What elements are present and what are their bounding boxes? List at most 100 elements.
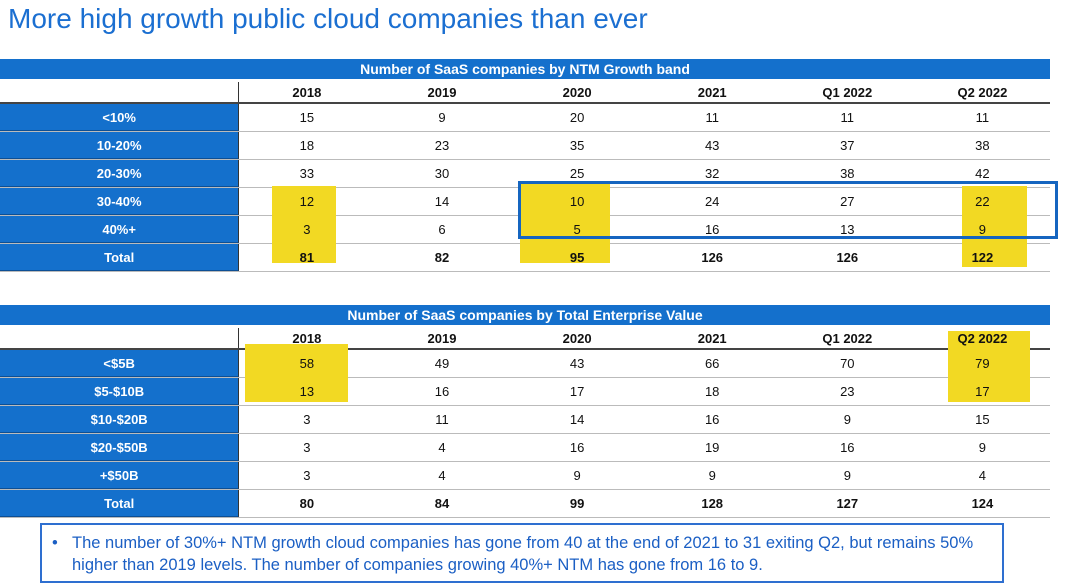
table-cell: 20 [569,110,585,125]
table-cell: 3 [303,412,311,427]
table-cell: 10 [569,194,585,209]
column-header: 2020 [562,85,592,100]
table-row: 30-40% 12 14 10 24 27 22 [0,188,1050,216]
table-cell: 9 [978,222,987,237]
table-cell: 14 [569,412,585,427]
slide-title: More high growth public cloud companies … [8,3,648,34]
table-row: $5-$10B 13 16 17 18 23 17 [0,378,1050,406]
row-label: 20-30% [0,160,240,187]
row-label: +$50B [0,462,240,489]
highlight-q2-growth [962,186,1027,267]
table-cell: 82 [434,250,450,265]
row-label: <$5B [0,350,240,377]
table-row: <$5B 58 49 43 66 70 79 [0,350,1050,378]
table-title: Number of SaaS companies by Total Enterp… [0,305,1050,325]
column-header: 2021 [697,331,727,346]
table-cell: 9 [843,412,851,427]
row-label: 30-40% [0,188,240,215]
table-cell: 11 [705,110,719,125]
table-cell: 4 [438,468,446,483]
table-row: 10-20% 18 23 35 43 37 38 [0,132,1050,160]
highlight-2018-growth [272,186,336,263]
table-row: +$50B 3 4 9 9 9 4 [0,462,1050,490]
header-row: 2018 2019 2020 2021 Q1 2022 Q2 2022 [0,82,1050,104]
table-cell: 3 [303,222,311,237]
bullet-icon: • [52,534,58,552]
table-cell: 38 [840,166,855,181]
table-cell: 14 [434,194,450,209]
table-cell: 30 [434,166,450,181]
table-cell: 128 [701,496,724,511]
table-cell: 99 [569,496,585,511]
row-label: $20-$50B [0,434,240,461]
note-text: The number of 30%+ NTM growth cloud comp… [72,534,974,574]
table-cell: 9 [438,110,446,125]
corner-cell [0,328,240,348]
growth-band-table: Number of SaaS companies by NTM Growth b… [0,59,1050,272]
column-header: 2020 [562,331,592,346]
table-cell: 5 [573,222,581,237]
table-cell: 13 [299,384,315,399]
table-cell: 17 [975,384,990,399]
table-cell: 37 [840,138,855,153]
table-cell: 38 [975,138,990,153]
table-cell: 16 [434,384,450,399]
row-label: <10% [0,104,240,131]
row-label: 10-20% [0,132,240,159]
table-cell: 11 [840,110,855,125]
table-cell: 43 [704,138,720,153]
table-row: Total 80 84 99 128 127 124 [0,490,1050,518]
column-header: 2021 [697,85,727,100]
table-title: Number of SaaS companies by NTM Growth b… [0,59,1050,79]
table-cell: 13 [840,222,855,237]
table-cell: 32 [704,166,720,181]
row-label: Total [0,490,240,517]
column-header: Q2 2022 [957,331,1008,346]
table-cell: 49 [434,356,450,371]
table-cell: 35 [569,138,585,153]
table-cell: 3 [303,440,311,455]
highlight-2020-growth [520,183,610,263]
table-row: 20-30% 33 30 25 32 38 42 [0,160,1050,188]
table-cell: 27 [840,194,855,209]
table-cell: 18 [299,138,315,153]
table-cell: 79 [975,356,990,371]
table-cell: 11 [975,110,990,125]
table-cell: 19 [704,440,720,455]
note-box: • The number of 30%+ NTM growth cloud co… [40,523,1004,583]
table-cell: 17 [569,384,585,399]
table-cell: 70 [840,356,855,371]
table-cell: 16 [569,440,585,455]
table-row: $10-$20B 3 11 14 16 9 15 [0,406,1050,434]
table-cell: 33 [299,166,315,181]
table-cell: 6 [438,222,446,237]
table-cell: 122 [971,250,994,265]
table-cell: 22 [975,194,990,209]
table-cell: 81 [299,250,315,265]
table-cell: 3 [303,468,311,483]
column-header: Q2 2022 [957,85,1008,100]
table-cell: 43 [569,356,585,371]
enterprise-value-table: Number of SaaS companies by Total Enterp… [0,305,1050,518]
table-cell: 66 [704,356,720,371]
highlight-q2-ev [948,331,1030,402]
table-row: Total 81 82 95 126 126 122 [0,244,1050,272]
column-header: Q1 2022 [822,331,873,346]
table-cell: 84 [434,496,450,511]
table-cell: 80 [299,496,315,511]
row-label: $5-$10B [0,378,240,405]
table-cell: 127 [836,496,859,511]
table-cell: 124 [971,496,994,511]
table-row: $20-$50B 3 4 16 19 16 9 [0,434,1050,462]
row-label: Total [0,244,240,271]
table-cell: 126 [701,250,724,265]
header-row: 2018 2019 2020 2021 Q1 2022 Q2 2022 [0,328,1050,350]
column-header: 2018 [292,331,322,346]
row-label: $10-$20B [0,406,240,433]
table-cell: 23 [434,138,450,153]
table-cell: 16 [704,222,720,237]
table-cell: 15 [975,412,990,427]
table-cell: 58 [299,356,315,371]
highlight-box [518,181,1058,239]
table-cell: 16 [704,412,720,427]
